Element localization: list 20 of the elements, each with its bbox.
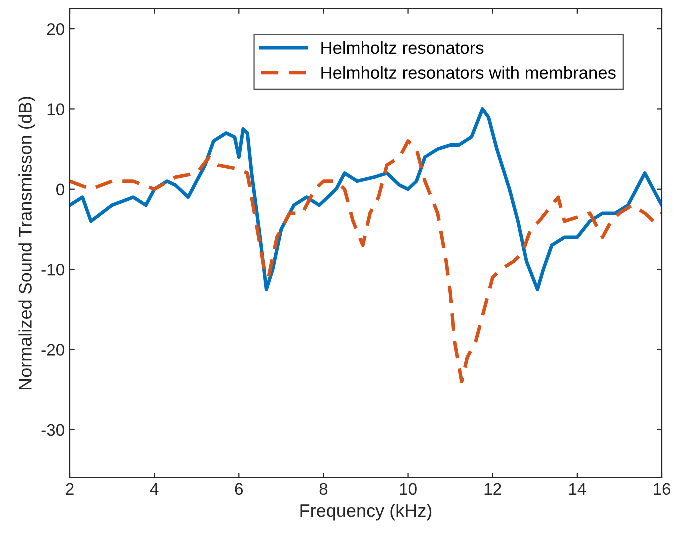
x-tick-label: 14 — [569, 483, 586, 495]
x-tick-label: 6 — [235, 483, 244, 496]
y-tick-label: 20 — [47, 23, 64, 36]
y-tick-label: -20 — [42, 344, 64, 356]
legend-label: Helmholtz resonators — [322, 41, 484, 54]
y-tick-label: 10 — [48, 104, 64, 116]
y-axis-title: Normalized Sound Transmisson (dB) — [18, 97, 36, 390]
x-tick-label: 16 — [654, 483, 671, 496]
y-tick-label: 0 — [56, 184, 64, 196]
x-tick-label: 10 — [400, 483, 417, 496]
line-series — [70, 107, 662, 292]
x-tick-label: 2 — [66, 483, 74, 495]
x-axis-title: Frequency (kHz) — [300, 504, 432, 521]
x-tick-label: 8 — [320, 483, 328, 496]
line-series — [70, 140, 662, 384]
x-tick-label: 4 — [150, 483, 159, 495]
x-tick-label: 12 — [484, 483, 502, 495]
y-tick-label: -10 — [42, 264, 64, 276]
y-tick-label: -30 — [42, 424, 64, 436]
legend-label: Helmholtz resonators with membranes — [322, 66, 616, 80]
